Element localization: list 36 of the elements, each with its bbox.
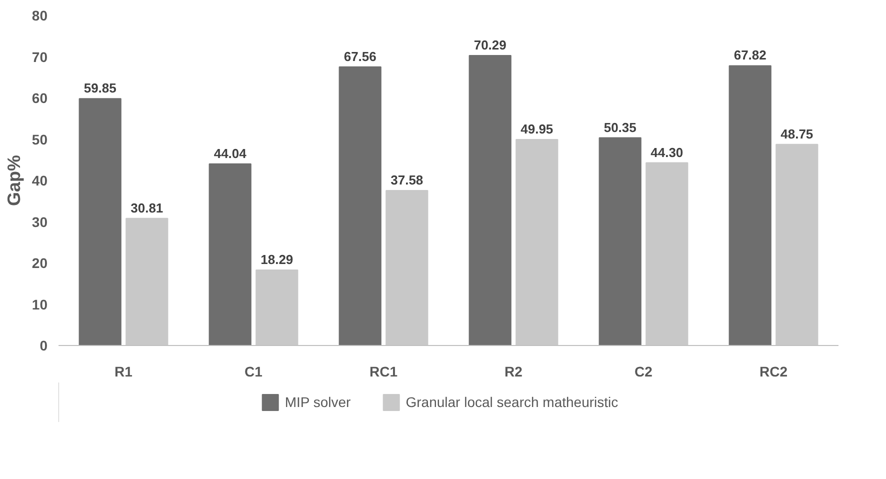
y-tick-label: 10: [32, 296, 48, 312]
data-label: 30.81: [130, 200, 164, 216]
x-tick-label: RC2: [759, 364, 788, 380]
y-tick-label: 80: [32, 8, 48, 24]
bar: [598, 137, 642, 346]
x-tick-label: C1: [244, 364, 263, 380]
y-axis-title: Gap%: [4, 154, 24, 206]
x-tick-label: RC1: [369, 364, 398, 380]
x-tick-label: R2: [504, 364, 523, 380]
data-label: 18.29: [260, 252, 294, 268]
y-tick-label: 20: [32, 255, 48, 271]
x-tick-label: R1: [114, 364, 133, 380]
data-label: 70.29: [474, 38, 506, 53]
y-tick-label: 60: [32, 90, 48, 106]
data-label: 44.30: [650, 144, 684, 160]
data-label: 67.56: [344, 48, 376, 64]
data-label: 48.75: [780, 126, 814, 142]
legend-label: MIP solver: [284, 394, 351, 410]
y-tick-label: 0: [40, 338, 48, 354]
bar: [468, 55, 512, 346]
bar: [208, 163, 252, 346]
bar: [78, 98, 122, 346]
data-label: 44.04: [214, 146, 248, 161]
y-tick-label: 30: [32, 214, 48, 230]
data-label: 49.95: [520, 121, 554, 136]
y-tick-label: 50: [32, 131, 48, 148]
bar: [728, 65, 772, 346]
y-tick-label: 40: [32, 172, 48, 188]
data-label: 50.35: [604, 120, 636, 135]
data-label: 67.82: [734, 48, 766, 63]
bar: [338, 66, 382, 346]
data-label: 59.85: [84, 80, 116, 96]
legend-label: Granular local search matheuristic: [406, 394, 618, 410]
y-tick-label: 70: [32, 48, 48, 65]
x-tick-label: C2: [634, 364, 653, 380]
data-label: 37.58: [390, 172, 424, 188]
